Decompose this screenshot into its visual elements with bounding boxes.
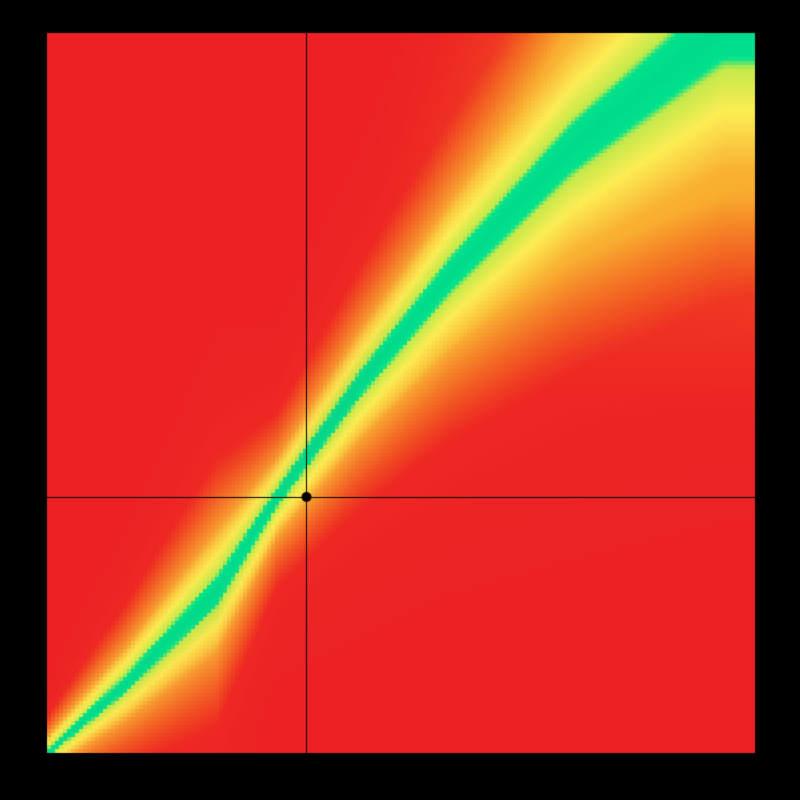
bottleneck-heatmap-canvas <box>0 0 800 800</box>
